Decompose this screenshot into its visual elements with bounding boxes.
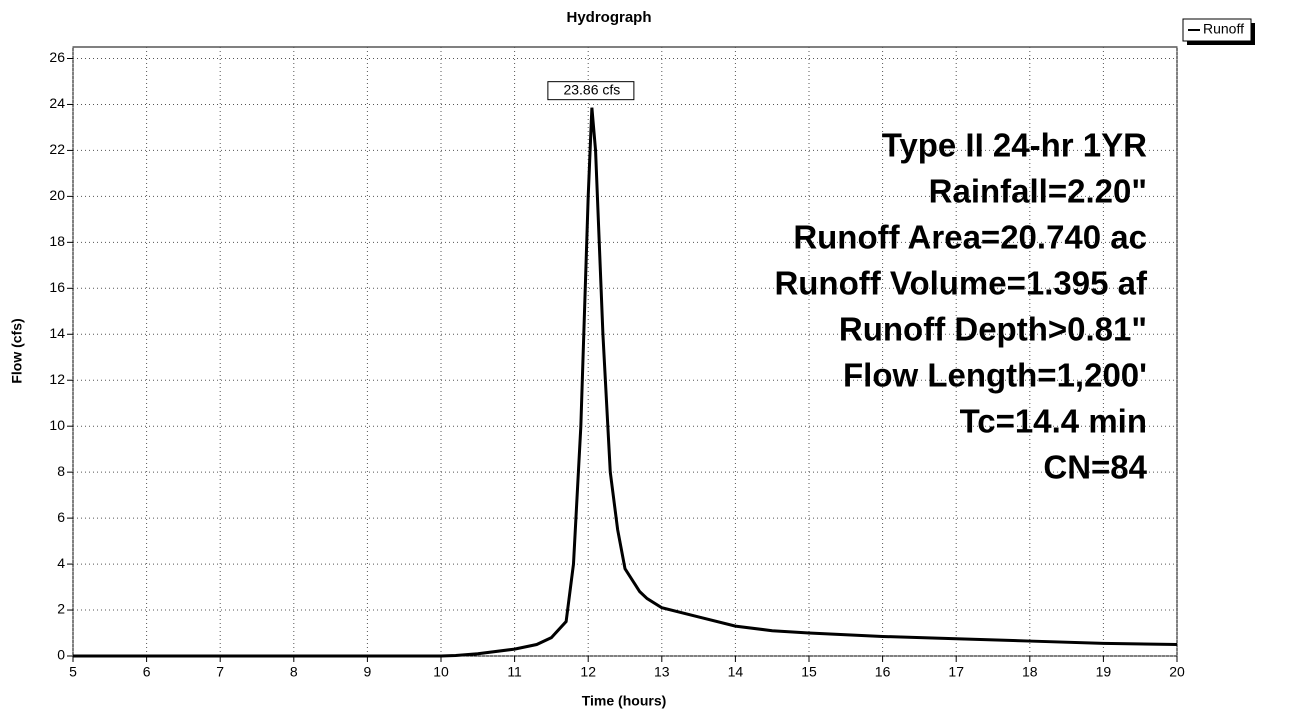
x-tick-label: 16	[875, 664, 891, 680]
x-tick-label: 18	[1022, 664, 1038, 680]
y-tick-label: 14	[49, 325, 65, 341]
x-tick-label: 15	[801, 664, 817, 680]
y-tick-label: 8	[57, 463, 65, 479]
y-tick-label: 22	[49, 141, 65, 157]
y-tick-label: 10	[49, 417, 65, 433]
x-tick-label: 17	[948, 664, 964, 680]
annotation-box	[547, 81, 635, 101]
y-tick-label: 4	[57, 555, 65, 571]
y-tick-label: 6	[57, 509, 65, 525]
data-line	[73, 107, 1178, 658]
y-tick-label: 20	[49, 187, 65, 203]
x-tick-label: 14	[728, 664, 744, 680]
note: Rainfall=2.20"	[929, 173, 1147, 210]
x-tick-label: 12	[580, 664, 596, 680]
chart-title: Hydrograph	[566, 9, 651, 26]
annotation-label: 23.86 cfs	[563, 81, 620, 97]
x-tick-label: 8	[290, 664, 298, 680]
x-tick-label: 10	[433, 664, 449, 680]
x-tick-label: 20	[1169, 664, 1185, 680]
note: Tc=14.4 min	[960, 403, 1147, 440]
y-tick-label: 12	[49, 371, 65, 387]
x-tick-label: 9	[364, 664, 372, 680]
y-tick-label: 18	[49, 233, 65, 249]
legend-box	[1182, 18, 1252, 42]
y-tick-label: 2	[57, 601, 65, 617]
note: Type II 24-hr 1YR	[882, 127, 1147, 164]
legend-label: Runoff	[1203, 21, 1244, 37]
x-tick-label: 5	[69, 664, 77, 680]
x-tick-label: 13	[654, 664, 670, 680]
note: Runoff Volume=1.395 af	[774, 265, 1148, 302]
y-tick-label: 0	[57, 647, 65, 663]
x-tick-label: 19	[1096, 664, 1112, 680]
y-tick-label: 16	[49, 279, 65, 295]
note: Flow Length=1,200'	[843, 357, 1147, 394]
note: Runoff Area=20.740 ac	[793, 219, 1147, 256]
x-axis-label: Time (hours)	[582, 693, 667, 709]
x-tick-label: 11	[507, 664, 522, 680]
note: Runoff Depth>0.81"	[839, 311, 1147, 348]
x-tick-label: 7	[216, 664, 224, 680]
plot-area	[72, 46, 1178, 657]
y-axis-label: Flow (cfs)	[9, 318, 25, 383]
y-tick-label: 26	[49, 49, 65, 65]
note: CN=84	[1043, 449, 1147, 486]
y-tick-label: 24	[49, 95, 65, 111]
x-tick-label: 6	[143, 664, 151, 680]
